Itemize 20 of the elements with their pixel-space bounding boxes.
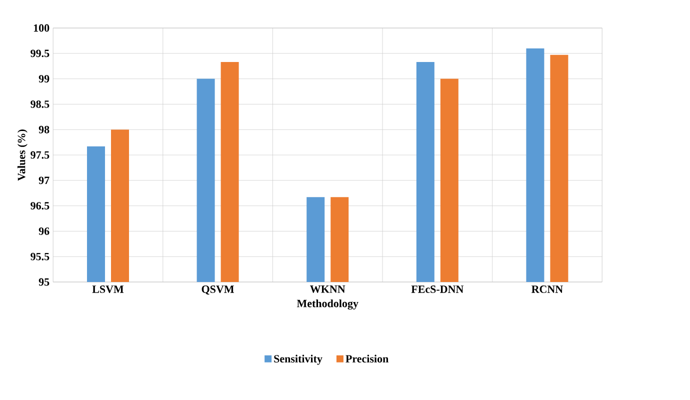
y-tick-label: 98 — [38, 126, 50, 134]
y-tick-label: 95.5 — [30, 252, 50, 260]
x-tick-label: LSVM — [92, 286, 124, 293]
x-tick-label: WKNN — [310, 286, 346, 293]
y-tick-label: 95 — [38, 278, 50, 286]
legend-label: Sensitivity — [274, 354, 322, 365]
y-tick-label: 96 — [38, 228, 50, 235]
legend-label: Precision — [346, 354, 388, 363]
y-tick-label: 100 — [34, 24, 50, 32]
y-tick-label: 98.5 — [30, 100, 50, 108]
y-tick-label: 97.5 — [30, 151, 50, 159]
y-tick-label: 97 — [38, 176, 50, 184]
y-tick-label: 99 — [38, 75, 50, 82]
y-tick-label: 96.5 — [30, 202, 50, 210]
y-tick-label: 99.5 — [30, 50, 50, 58]
x-tick-label: FEcS-DNN — [411, 286, 464, 293]
x-axis-title: Methodology — [296, 299, 358, 310]
y-axis-title: Values (%) — [17, 130, 28, 181]
x-tick-label: RCNN — [532, 286, 563, 293]
x-tick-label: QSVM — [202, 286, 234, 295]
